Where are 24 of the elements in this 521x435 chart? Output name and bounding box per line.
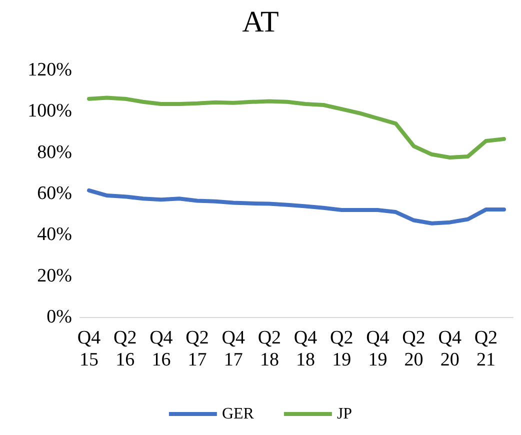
- x-tick-label: Q4 18: [294, 328, 318, 370]
- x-tick-label: Q2 20: [402, 328, 426, 370]
- x-tick-label: Q4 19: [366, 328, 390, 370]
- x-tick-label: Q4 20: [438, 328, 462, 370]
- y-tick-label: 20%: [37, 265, 72, 286]
- y-tick-label: 80%: [37, 142, 72, 163]
- x-tick-label: Q2 16: [113, 328, 137, 370]
- line-series: [87, 188, 506, 226]
- x-tick-label: Q4 15: [77, 328, 102, 370]
- x-tick-label: Q2 19: [330, 328, 354, 370]
- x-tick-label: Q4 17: [222, 328, 246, 370]
- y-tick-label: 60%: [37, 183, 72, 204]
- legend-label: JP: [336, 406, 352, 422]
- chart-title: AT: [242, 6, 279, 38]
- x-tick-label: Q4 16: [150, 328, 174, 370]
- legend-label: GER: [222, 406, 254, 422]
- y-tick-label: 0%: [46, 306, 72, 328]
- x-tick-label: Q2 21: [474, 328, 498, 370]
- line-series: [87, 96, 506, 160]
- y-tick-label: 120%: [28, 60, 72, 80]
- y-tick-label: 40%: [37, 224, 72, 246]
- x-tick-label: Q2 17: [186, 328, 209, 370]
- x-tick-label: Q2 18: [258, 328, 282, 370]
- y-tick-label: 100%: [28, 100, 72, 122]
